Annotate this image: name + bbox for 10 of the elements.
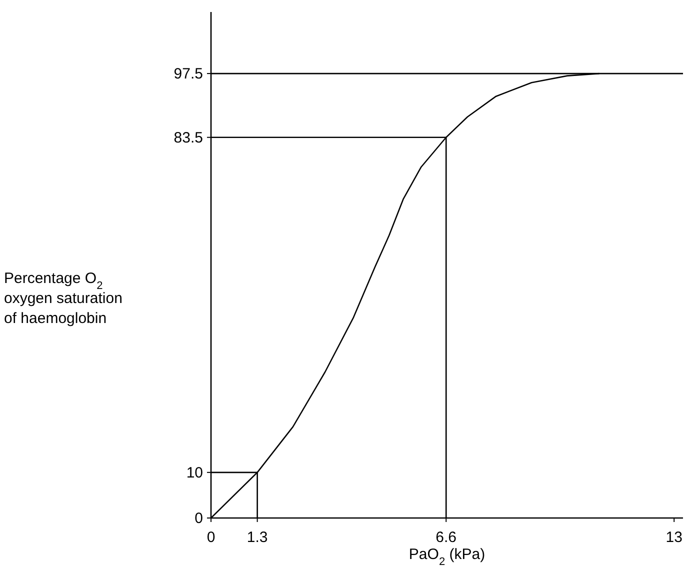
- y-axis-title: Percentage O$_{2}$ oxygen saturation of haemoglobin: [4, 270, 122, 327]
- x-tick-label: 13: [666, 529, 682, 546]
- x-tick-label: 0: [206, 529, 216, 546]
- x-axis-title: PaO$_{2}$ (kPa): [408, 546, 486, 566]
- y-tick-label: 10: [186, 464, 203, 482]
- y-tick-label: 0: [194, 510, 203, 527]
- x-tick-label: 1.3: [246, 529, 268, 546]
- y-tick-label: 97.5: [174, 66, 203, 83]
- x-tick-label: 6.6: [436, 529, 457, 546]
- y-tick-label: 83.5: [174, 129, 203, 146]
